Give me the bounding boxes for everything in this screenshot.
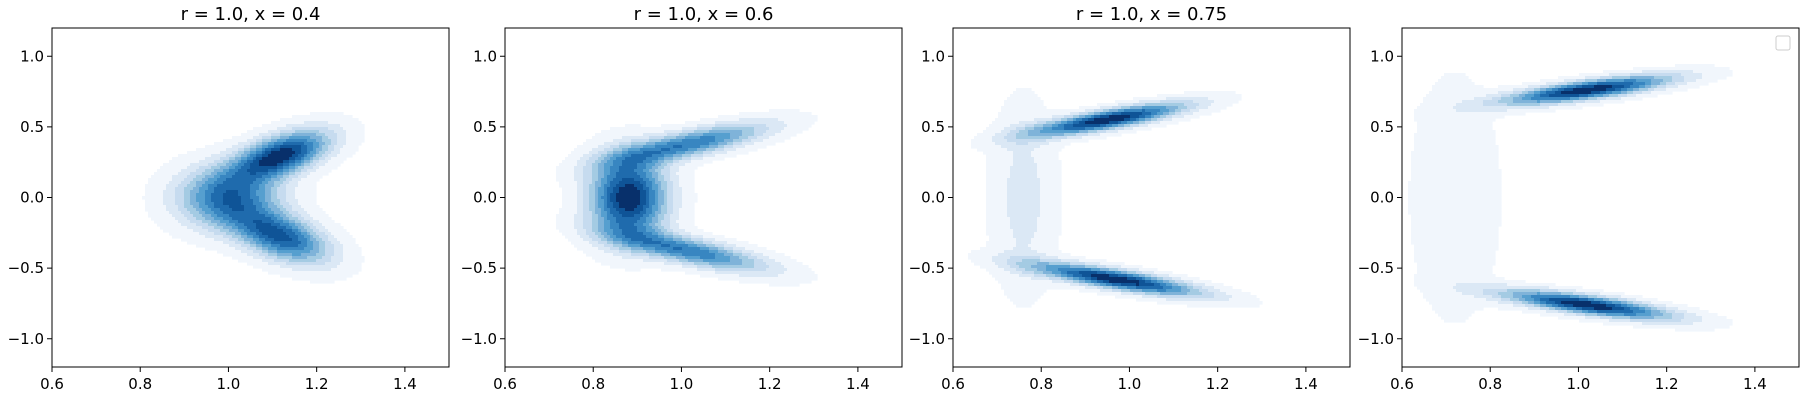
subplot-3: 0.6 0.8 1.0 1.2 1.4 −1.0 −0.5 0.0 0.5 1.0 r = 1.0,…	[909, 4, 1351, 393]
x-tick-label: 1.4	[846, 375, 870, 393]
x-tick-label: 0.6	[941, 375, 965, 393]
x-tick-label: 0.8	[1029, 375, 1053, 393]
subplot-title: r = 1.0, x = 0.75	[1076, 4, 1227, 25]
subplot-1: 0.6 0.8 1.0 1.2 1.4 −1.0 −0.5 0.0 0.5 1.0 r = 1.0,…	[8, 4, 450, 393]
y-tick-label: −0.5	[8, 259, 44, 277]
subplot-2: 0.6 0.8 1.0 1.2 1.4 −1.0 −0.5 0.0 0.5 1.0 r = 1.0,…	[461, 4, 903, 393]
y-tick-label: −1.0	[909, 330, 945, 348]
x-tick-label: 1.4	[1743, 375, 1767, 393]
subplot-4: 0.6 0.8 1.0 1.2 1.4 −1.0 −0.5 0.0 0.5 1.0	[1358, 27, 1800, 393]
x-tick-label: 1.0	[670, 375, 694, 393]
y-tick-label: −0.5	[461, 259, 497, 277]
y-tick-label: 0.0	[473, 189, 497, 207]
y-tick-label: 0.5	[20, 118, 44, 136]
y-tick-label: −1.0	[8, 330, 44, 348]
y-tick-label: 0.5	[921, 118, 945, 136]
x-tick-label: 1.2	[758, 375, 782, 393]
x-tick-label: 1.4	[1294, 375, 1318, 393]
x-tick-label: 1.2	[1206, 375, 1230, 393]
kde-contour-fill	[142, 112, 365, 284]
x-tick-label: 0.8	[1478, 375, 1502, 393]
y-tick-label: −0.5	[909, 259, 945, 277]
x-tick-label: 0.6	[1390, 375, 1414, 393]
y-tick-label: −0.5	[1358, 259, 1394, 277]
kde-contour-fill	[968, 88, 1263, 308]
x-tick-label: 0.8	[128, 375, 152, 393]
y-tick-label: −1.0	[1358, 330, 1394, 348]
x-tick-label: 0.8	[581, 375, 605, 393]
y-tick-label: −1.0	[461, 330, 497, 348]
x-tick-label: 1.2	[305, 375, 329, 393]
y-tick-label: 0.0	[1370, 189, 1394, 207]
x-tick-label: 1.0	[1567, 375, 1591, 393]
kde-contour-fill	[556, 109, 818, 287]
x-tick-label: 1.0	[1118, 375, 1142, 393]
y-tick-label: 0.5	[1370, 118, 1394, 136]
legend-box	[1775, 35, 1791, 51]
subplot-title: r = 1.0, x = 0.4	[181, 4, 321, 25]
x-tick-label: 1.0	[217, 375, 241, 393]
x-tick-label: 1.4	[393, 375, 417, 393]
y-tick-label: 0.0	[921, 189, 945, 207]
x-tick-label: 0.6	[40, 375, 64, 393]
x-tick-label: 1.2	[1655, 375, 1679, 393]
kde-contour-fill	[1408, 64, 1733, 332]
y-tick-label: 0.5	[473, 118, 497, 136]
y-tick-label: 1.0	[473, 47, 497, 65]
x-tick-label: 0.6	[493, 375, 517, 393]
y-tick-label: 0.0	[20, 189, 44, 207]
y-tick-label: 1.0	[20, 47, 44, 65]
y-tick-label: 1.0	[1370, 47, 1394, 65]
y-tick-label: 1.0	[921, 47, 945, 65]
subplot-title: r = 1.0, x = 0.6	[634, 4, 774, 25]
